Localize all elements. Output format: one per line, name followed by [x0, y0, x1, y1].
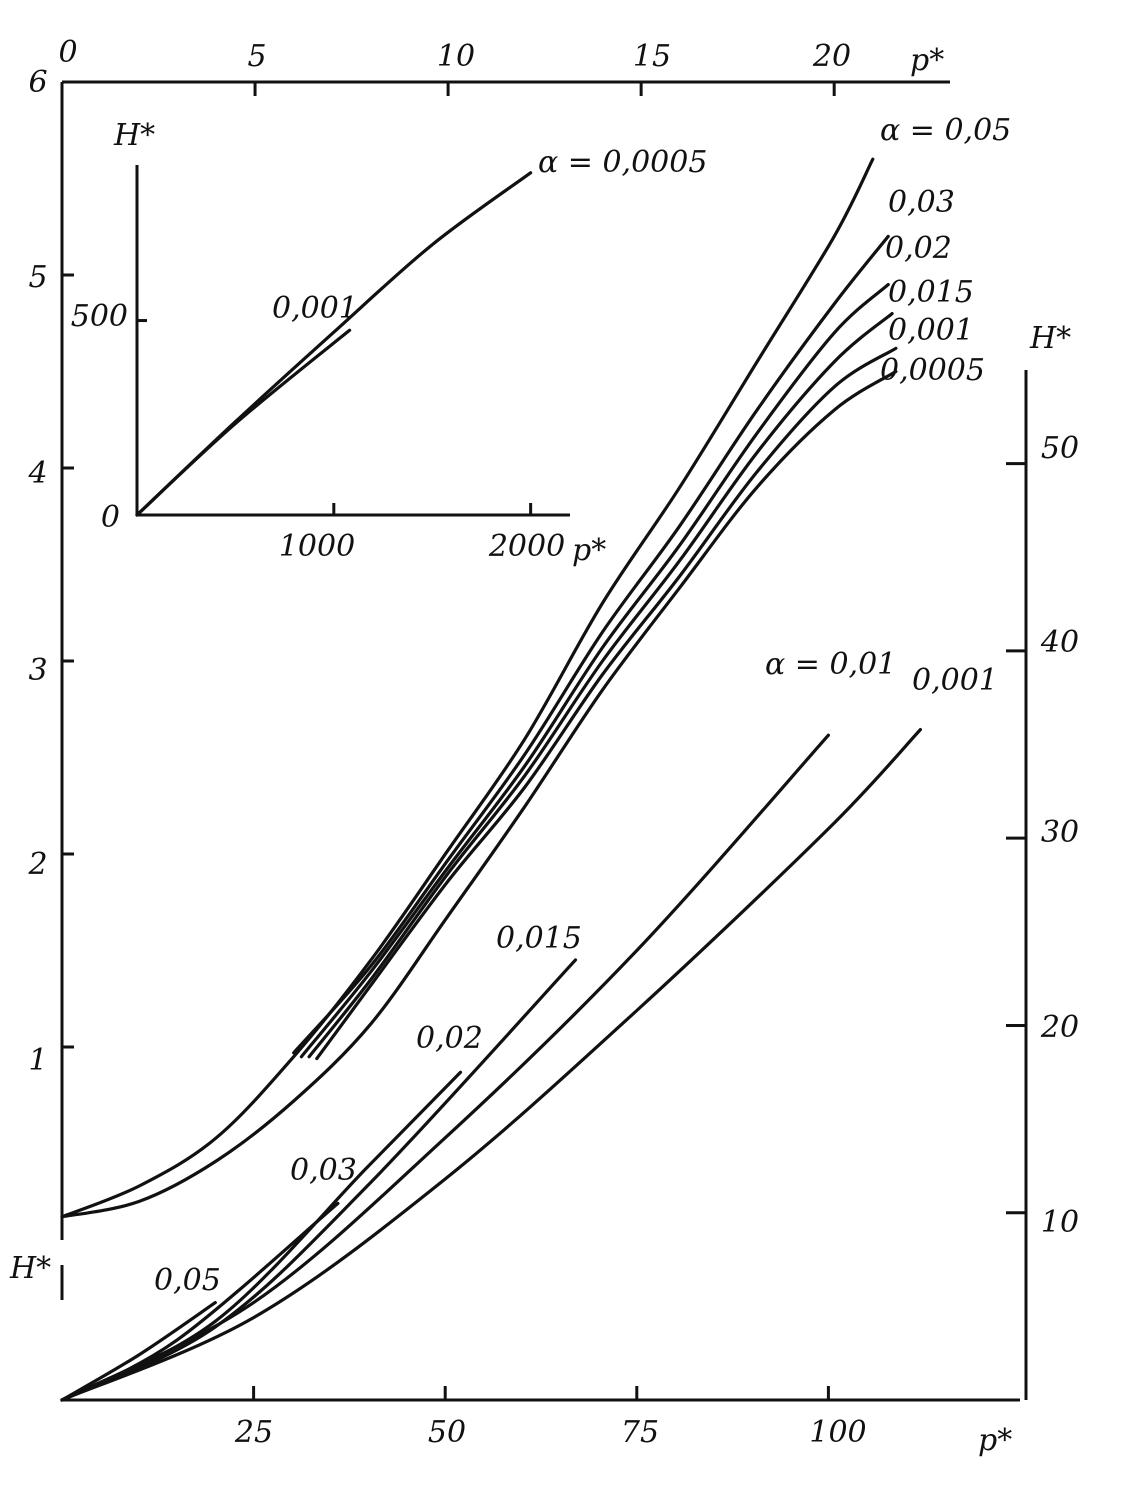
series-line-2-3	[60, 958, 578, 1402]
top-x-tick-label: 0	[58, 35, 77, 70]
series-line-0-0	[60, 157, 875, 1219]
right-y-tick-label: 30	[1041, 815, 1079, 850]
series-line-2-0	[60, 1301, 217, 1402]
right-y-axis-label: H*	[1029, 321, 1071, 356]
series-line-0-1	[292, 234, 890, 1055]
series-line-0-3	[307, 312, 894, 1059]
top-x-tick-label: 20	[812, 39, 851, 74]
right-y-tick-label: 50	[1041, 431, 1079, 466]
top-x-axis-label: p*	[910, 43, 944, 78]
series-line-0-2	[299, 283, 890, 1059]
inset-x-tick-label: 2000	[488, 529, 565, 564]
series-label: 0,001	[272, 291, 358, 326]
series-label: 0,05	[154, 1263, 221, 1298]
inset-y-axis-label: H*	[113, 118, 155, 153]
series-label: 0,001	[912, 663, 998, 698]
series-label: 0,001	[888, 313, 974, 348]
tick-marks	[60, 80, 1026, 1400]
series-line-0-5	[60, 369, 898, 1219]
inset-y-tick-label: 0	[101, 500, 120, 535]
series-line-2-4	[60, 733, 830, 1402]
top-x-tick-label: 5	[247, 39, 266, 74]
series-label: α = 0,05	[880, 113, 1011, 148]
series-label: 0,02	[885, 231, 952, 266]
left-y-tick-label: 3	[28, 653, 47, 688]
right-y-tick-label: 10	[1041, 1205, 1079, 1240]
series-line-2-2	[60, 1070, 463, 1402]
series-label: 0,03	[290, 1153, 357, 1188]
series-line-2-5	[60, 728, 922, 1402]
left-y-tick-label: 6	[28, 65, 47, 100]
curves-group	[60, 157, 922, 1402]
series-label: 0,02	[416, 1021, 483, 1056]
series-line-0-4	[315, 346, 898, 1061]
right-y-tick-label: 40	[1040, 625, 1079, 660]
bottom-x-tick-label: 100	[809, 1415, 866, 1450]
series-label: α = 0,0005	[538, 145, 707, 180]
left-y-tick-label: 5	[28, 260, 47, 295]
bottom-x-axis-label: p*	[978, 1423, 1012, 1458]
bottom-x-tick-label: 50	[428, 1415, 466, 1450]
series-label: 0,03	[888, 185, 955, 220]
series-line-1-1	[135, 328, 352, 517]
inset-y-tick-label: 500	[71, 299, 128, 334]
series-label: 0,0005	[880, 353, 985, 388]
series-label: 0,015	[888, 275, 974, 310]
series-label: α = 0,01	[765, 647, 896, 682]
series-label: 0,015	[496, 921, 582, 956]
bottom-x-tick-label: 75	[621, 1415, 659, 1450]
left-y-tick-label: 4	[27, 456, 47, 491]
top-x-tick-label: 15	[633, 39, 671, 74]
inset-x-tick-label: 1000	[279, 529, 355, 564]
right-y-tick-label: 20	[1040, 1010, 1079, 1045]
left-y-tick-label: 1	[28, 1043, 47, 1078]
top-x-tick-label: 10	[437, 39, 475, 74]
bottom-x-tick-label: 25	[234, 1415, 273, 1450]
inset-x-axis-label: p*	[572, 533, 606, 568]
series-line-2-1	[60, 1201, 340, 1402]
left-y-tick-label: 2	[27, 847, 47, 882]
lower-left-y-axis-label: H*	[9, 1251, 51, 1286]
